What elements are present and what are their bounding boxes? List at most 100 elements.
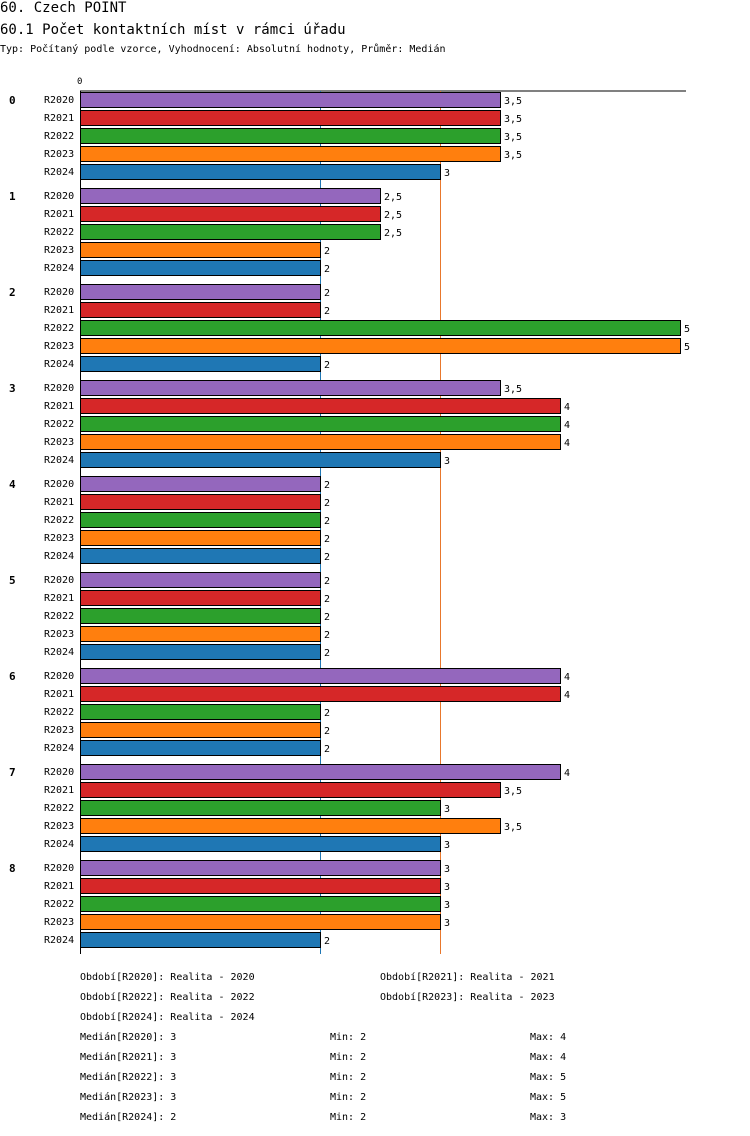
bar-value-label: 2 bbox=[324, 552, 330, 563]
bar bbox=[80, 146, 501, 162]
bar bbox=[80, 644, 321, 660]
bar bbox=[80, 764, 561, 780]
bar-value-label: 2 bbox=[324, 744, 330, 755]
series-label: R2024 bbox=[44, 455, 74, 466]
bar bbox=[80, 704, 321, 720]
bar bbox=[80, 284, 321, 300]
bar bbox=[80, 860, 441, 876]
series-label: R2023 bbox=[44, 149, 74, 160]
bar bbox=[80, 92, 501, 108]
bar bbox=[80, 800, 441, 816]
group-label: 8 bbox=[9, 862, 16, 875]
series-label: R2024 bbox=[44, 551, 74, 562]
legend-period-r2023: Období[R2023]: Realita - 2023 bbox=[380, 992, 555, 1003]
bar-value-label: 2 bbox=[324, 708, 330, 719]
series-label: R2020 bbox=[44, 671, 74, 682]
series-label: R2023 bbox=[44, 533, 74, 544]
bar bbox=[80, 476, 321, 492]
bar bbox=[80, 530, 321, 546]
series-label: R2024 bbox=[44, 743, 74, 754]
bar-value-label: 4 bbox=[564, 438, 570, 449]
bar-value-label: 2 bbox=[324, 246, 330, 257]
chart-subtitle: 60.1 Počet kontaktních míst v rámci úřad… bbox=[0, 22, 346, 38]
group-label: 1 bbox=[9, 190, 16, 203]
stat-median-r2023: Medián[R2023]: 3 bbox=[80, 1092, 177, 1103]
stat-median-r2020: Medián[R2020]: 3 bbox=[80, 1032, 177, 1043]
bar bbox=[80, 338, 681, 354]
bar bbox=[80, 188, 381, 204]
series-label: R2021 bbox=[44, 305, 74, 316]
series-label: R2022 bbox=[44, 227, 74, 238]
stat-min-r2020: Min: 2 bbox=[330, 1032, 367, 1043]
series-label: R2022 bbox=[44, 515, 74, 526]
bar-value-label: 2 bbox=[324, 534, 330, 545]
bar bbox=[80, 932, 321, 948]
bar-value-label: 3 bbox=[444, 864, 450, 875]
group-label: 0 bbox=[9, 94, 16, 107]
bar bbox=[80, 398, 561, 414]
bar-value-label: 3 bbox=[444, 804, 450, 815]
bar-value-label: 4 bbox=[564, 420, 570, 431]
bar bbox=[80, 356, 321, 372]
bar-value-label: 4 bbox=[564, 768, 570, 779]
bar bbox=[80, 878, 441, 894]
bar bbox=[80, 668, 561, 684]
bar-value-label: 2 bbox=[324, 480, 330, 491]
series-label: R2022 bbox=[44, 131, 74, 142]
group-label: 7 bbox=[9, 766, 16, 779]
stat-max-r2023: Max: 5 bbox=[530, 1092, 567, 1103]
bar-value-label: 4 bbox=[564, 672, 570, 683]
stat-min-r2021: Min: 2 bbox=[330, 1052, 367, 1063]
bar-value-label: 2 bbox=[324, 288, 330, 299]
bar bbox=[80, 590, 321, 606]
bar bbox=[80, 128, 501, 144]
bar bbox=[80, 452, 441, 468]
series-label: R2021 bbox=[44, 113, 74, 124]
series-label: R2021 bbox=[44, 689, 74, 700]
bar-value-label: 5 bbox=[684, 324, 690, 335]
bar-value-label: 2 bbox=[324, 630, 330, 641]
bar-value-label: 3 bbox=[444, 900, 450, 911]
stat-median-r2024: Medián[R2024]: 2 bbox=[80, 1112, 177, 1123]
bar bbox=[80, 626, 321, 642]
series-label: R2022 bbox=[44, 899, 74, 910]
bar bbox=[80, 782, 501, 798]
series-label: R2021 bbox=[44, 785, 74, 796]
stat-max-r2022: Max: 5 bbox=[530, 1072, 567, 1083]
bar-value-label: 2 bbox=[324, 498, 330, 509]
series-label: R2020 bbox=[44, 383, 74, 394]
bar-value-label: 2 bbox=[324, 936, 330, 947]
bar-value-label: 2 bbox=[324, 264, 330, 275]
series-label: R2024 bbox=[44, 935, 74, 946]
legend-period-r2021: Období[R2021]: Realita - 2021 bbox=[380, 972, 555, 983]
bar bbox=[80, 164, 441, 180]
bar bbox=[80, 896, 441, 912]
bar bbox=[80, 914, 441, 930]
bar-value-label: 3,5 bbox=[504, 132, 522, 143]
series-label: R2022 bbox=[44, 803, 74, 814]
legend-period-r2020: Období[R2020]: Realita - 2020 bbox=[80, 972, 255, 983]
page-title: 60. Czech POINT bbox=[0, 0, 127, 16]
series-label: R2023 bbox=[44, 341, 74, 352]
stat-max-r2021: Max: 4 bbox=[530, 1052, 567, 1063]
bar bbox=[80, 242, 321, 258]
series-label: R2023 bbox=[44, 245, 74, 256]
stat-max-r2024: Max: 3 bbox=[530, 1112, 567, 1123]
bar-value-label: 4 bbox=[564, 402, 570, 413]
stat-median-r2021: Medián[R2021]: 3 bbox=[80, 1052, 177, 1063]
stat-min-r2023: Min: 2 bbox=[330, 1092, 367, 1103]
series-label: R2021 bbox=[44, 881, 74, 892]
series-label: R2020 bbox=[44, 575, 74, 586]
bar-value-label: 2 bbox=[324, 516, 330, 527]
bar bbox=[80, 260, 321, 276]
bar bbox=[80, 836, 441, 852]
bar-value-label: 2 bbox=[324, 612, 330, 623]
bar bbox=[80, 110, 501, 126]
series-label: R2023 bbox=[44, 629, 74, 640]
series-label: R2024 bbox=[44, 359, 74, 370]
series-label: R2023 bbox=[44, 917, 74, 928]
bar-value-label: 5 bbox=[684, 342, 690, 353]
series-label: R2021 bbox=[44, 497, 74, 508]
chart-meta: Typ: Počítaný podle vzorce, Vyhodnocení:… bbox=[0, 44, 446, 55]
